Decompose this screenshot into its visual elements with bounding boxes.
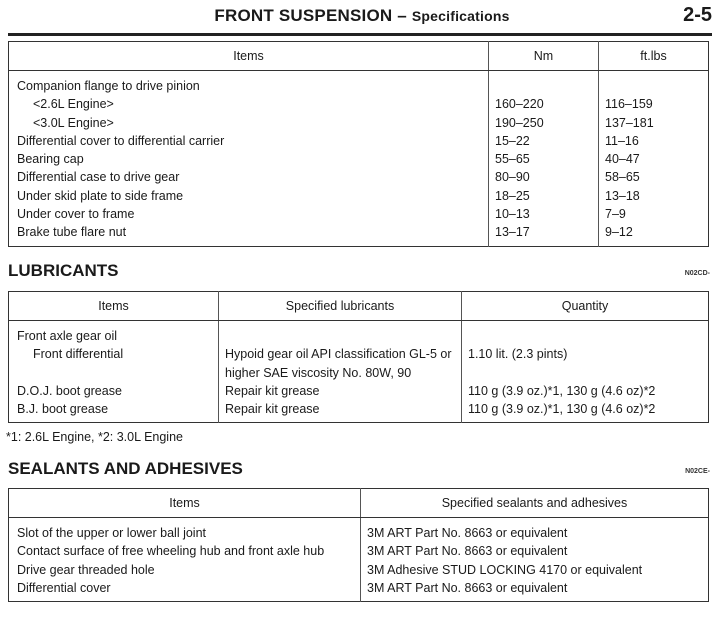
sealant-row: Drive gear threaded hole 3M Adhesive STUD… xyxy=(9,560,709,579)
ftlbs-cell: 11–16 xyxy=(598,131,709,151)
nm-cell: 18–25 xyxy=(488,186,599,206)
sealants-heading: SEALANTS AND ADHESIVES xyxy=(8,459,243,478)
page-number: 2-5 xyxy=(683,4,712,26)
ftlbs-cell: 116–159 xyxy=(598,95,709,114)
ftlbs-cell: 7–9 xyxy=(598,205,709,224)
item-cell: Companion flange to drive pinion xyxy=(17,79,200,93)
sealant-cell: 3M ART Part No. 8663 or equivalent xyxy=(360,542,709,561)
quantity-cell: 1.10 lit. (2.3 pints) xyxy=(461,345,709,382)
item-cell: Front differential xyxy=(33,347,124,362)
lubricant-row: Front axle gear oil xyxy=(9,320,709,346)
col-header-items: Items xyxy=(8,488,361,518)
lubricants-table: Items Specified lubricants Quantity Fron… xyxy=(8,291,709,424)
item-cell: Brake tube flare nut xyxy=(17,225,127,240)
ftlbs-cell: 137–181 xyxy=(598,113,709,132)
item-cell: B.J. boot grease xyxy=(17,402,109,417)
ftlbs-cell: 13–18 xyxy=(598,186,709,206)
item-cell: Contact surface of free wheeling hub and… xyxy=(17,544,325,559)
torque-row: Brake tube flare nut 13–17 9–12 xyxy=(9,223,709,247)
ftlbs-cell: 58–65 xyxy=(598,168,709,187)
sealants-table: Items Specified sealants and adhesives S… xyxy=(8,488,709,603)
lubricant-row: Front differential Hypoid gear oil API cl… xyxy=(9,345,709,382)
ftlbs-cell xyxy=(598,70,709,96)
col-header-items: Items xyxy=(8,291,219,321)
item-cell: Drive gear threaded hole xyxy=(17,562,155,577)
nm-cell: 190–250 xyxy=(488,113,599,132)
page-title: FRONT SUSPENSION – Specifications xyxy=(0,6,724,26)
nm-cell: 160–220 xyxy=(488,95,599,114)
nm-cell xyxy=(488,70,599,96)
sealant-row: Contact surface of free wheeling hub and… xyxy=(9,542,709,561)
item-cell: Under cover to frame xyxy=(17,207,135,222)
torque-row: Differential case to drive gear 80–90 58–6… xyxy=(9,168,709,187)
ftlbs-cell: 9–12 xyxy=(598,223,709,247)
nm-cell: 15–22 xyxy=(488,131,599,151)
lubricant-row: D.O.J. boot grease Repair kit grease 110 g… xyxy=(9,381,709,401)
title-sub: Specifications xyxy=(411,8,510,24)
header-rule xyxy=(8,33,712,36)
title-main: FRONT SUSPENSION xyxy=(214,6,393,25)
torque-table: Items Nm ft.lbs Companion flange to driv… xyxy=(8,41,709,247)
nm-cell: 10–13 xyxy=(488,205,599,224)
quantity-cell: 110 g (3.9 oz.)*1, 130 g (4.6 oz)*2 xyxy=(461,381,709,401)
col-header-quantity: Quantity xyxy=(461,291,709,321)
nm-cell: 55–65 xyxy=(488,150,599,169)
torque-row: <3.0L Engine> 190–250 137–181 xyxy=(9,113,709,132)
item-cell: D.O.J. boot grease xyxy=(17,383,122,398)
lubricant-cell: Repair kit grease xyxy=(218,400,462,423)
sealant-cell: 3M ART Part No. 8663 or equivalent xyxy=(360,517,709,543)
lubricants-code: N02CD- xyxy=(684,270,710,277)
torque-row: Under cover to frame 10–13 7–9 xyxy=(9,205,709,224)
torque-row: Differential cover to differential carri… xyxy=(9,131,709,151)
sealant-cell: 3M Adhesive STUD LOCKING 4170 or equival… xyxy=(360,560,709,579)
item-cell: Under skid plate to side frame xyxy=(17,188,184,203)
nm-cell: 80–90 xyxy=(488,168,599,187)
lubricants-footnote: *1: 2.6L Engine, *2: 3.0L Engine xyxy=(6,430,183,444)
sealant-row: Differential cover 3M ART Part No. 8663 o… xyxy=(9,578,709,602)
lubricant-cell xyxy=(218,320,462,346)
sealant-cell: 3M ART Part No. 8663 or equivalent xyxy=(360,578,709,602)
col-header-ftlbs: ft.lbs xyxy=(598,41,709,71)
item-cell: Differential case to drive gear xyxy=(17,170,180,185)
quantity-cell xyxy=(461,320,709,346)
item-cell: Front axle gear oil xyxy=(17,329,118,343)
item-cell: Bearing cap xyxy=(17,152,84,167)
sealant-row: Slot of the upper or lower ball joint 3M … xyxy=(9,517,709,543)
item-cell: <2.6L Engine> xyxy=(33,97,114,112)
torque-row: Bearing cap 55–65 40–47 xyxy=(9,150,709,169)
sealants-code: N02CE- xyxy=(685,468,710,475)
col-header-items: Items xyxy=(8,41,489,71)
item-cell: <3.0L Engine> xyxy=(33,115,114,130)
col-header-sealants: Specified sealants and adhesives xyxy=(360,488,709,518)
quantity-cell: 110 g (3.9 oz.)*1, 130 g (4.6 oz)*2 xyxy=(461,400,709,423)
torque-row: Under skid plate to side frame 18–25 13–18 xyxy=(9,186,709,206)
ftlbs-cell: 40–47 xyxy=(598,150,709,169)
item-cell: Differential cover to differential carri… xyxy=(17,133,225,148)
lubricant-row: B.J. boot grease Repair kit grease 110 g (… xyxy=(9,400,709,423)
item-cell: Differential cover xyxy=(17,580,111,595)
col-header-nm: Nm xyxy=(488,41,599,71)
lubricant-cell: Hypoid gear oil API classification GL-5 … xyxy=(218,345,462,382)
item-cell: Slot of the upper or lower ball joint xyxy=(17,526,206,540)
lubricant-cell: Repair kit grease xyxy=(218,381,462,401)
col-header-lubricants: Specified lubricants xyxy=(218,291,462,321)
torque-row: Companion flange to drive pinion xyxy=(9,70,709,96)
title-separator: – xyxy=(392,6,412,25)
torque-row: <2.6L Engine> 160–220 116–159 xyxy=(9,95,709,114)
nm-cell: 13–17 xyxy=(488,223,599,247)
lubricants-heading: LUBRICANTS xyxy=(8,261,119,280)
